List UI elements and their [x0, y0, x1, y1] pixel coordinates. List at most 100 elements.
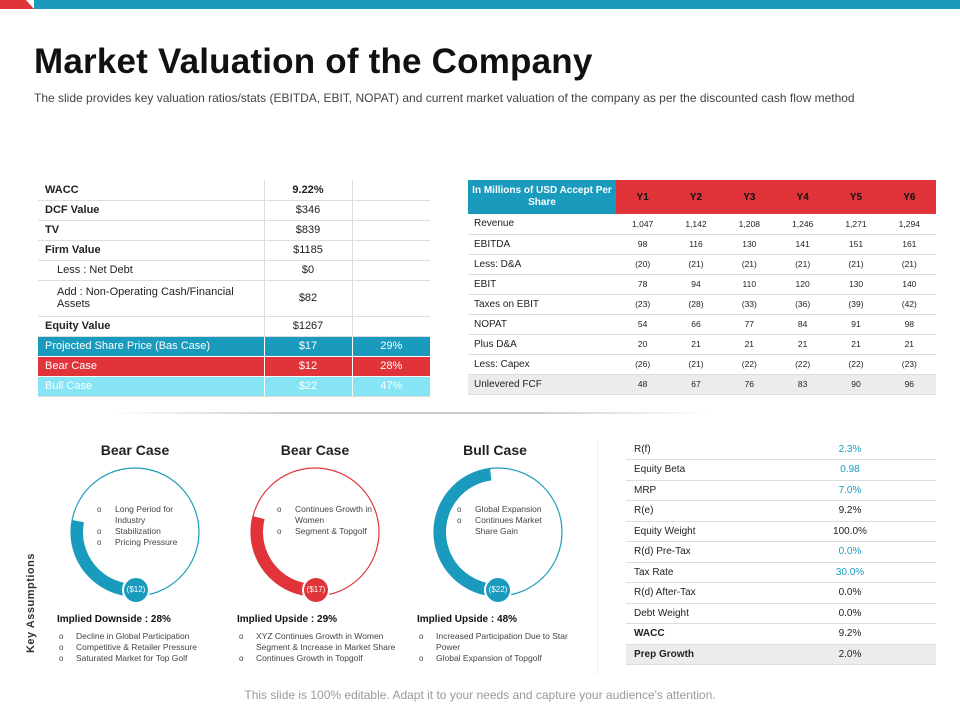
case-title-bear-2: Bear Case	[280, 442, 350, 458]
table-row: Add : Non-Operating Cash/Financial Asset…	[38, 280, 430, 317]
cell-value: 98	[616, 234, 670, 255]
cell-value: (33)	[722, 294, 776, 315]
cell-value: (22)	[829, 354, 883, 375]
cell-value: 96	[882, 374, 936, 395]
stat-value: 7.0%	[764, 480, 936, 501]
cell-value: 130	[722, 234, 776, 255]
row-label: Bull Case	[38, 376, 264, 397]
row-value: 9.22%	[263, 180, 352, 201]
implied-value: Implied Upside : 48%	[417, 614, 518, 625]
cell-value: (42)	[882, 294, 936, 315]
case-bullets: Long Period for Industry Stabilization P…	[95, 504, 195, 548]
year-header: Y3	[722, 180, 776, 214]
cell-value: 83	[775, 374, 830, 395]
cell-value: (21)	[722, 254, 776, 275]
cost-of-capital-table: R(f) 2.3% Equity Beta 0.98 MRP 7.0% R(e) 9.2% Eq…	[626, 439, 936, 665]
vertical-divider	[597, 440, 598, 675]
table-row: NOPAT 54 66 77 84 91 98	[468, 314, 936, 335]
stat-label: Equity Weight	[626, 521, 764, 542]
table-row: Prep Growth 2.0%	[626, 644, 936, 665]
row-percent: 29%	[351, 336, 430, 357]
stat-value: 2.0%	[764, 644, 936, 665]
table-row: Revenue 1,047 1,142 1,208 1,246 1,271 1,294	[468, 214, 936, 235]
stat-label: Equity Beta	[626, 459, 764, 481]
case-row-base: Projected Share Price (Bas Case) $17 29%	[38, 336, 430, 357]
section-divider	[110, 412, 710, 414]
list-item: Long Period for Industry	[95, 504, 195, 526]
table-row: Less: Capex (26) (21) (22) (22) (22) (23)	[468, 354, 936, 375]
table-row: Firm Value $1185	[38, 240, 430, 261]
row-label: Add : Non-Operating Cash/Financial Asset…	[38, 280, 264, 317]
year-header: Y2	[669, 180, 723, 214]
row-label: EBIT	[468, 274, 616, 295]
cell-value: (20)	[616, 254, 670, 275]
table-row: Debt Weight 0.0%	[626, 603, 936, 624]
row-label: Unlevered FCF	[468, 374, 616, 395]
table-row: R(d) Pre-Tax 0.0%	[626, 541, 936, 563]
stat-label: R(d) After-Tax	[626, 582, 764, 604]
cell-value: 48	[616, 374, 670, 395]
stat-label: WACC	[626, 623, 764, 645]
implied-points: Decline in Global Participation Competit…	[57, 631, 227, 664]
row-label: Projected Share Price (Bas Case)	[38, 336, 264, 357]
stat-label: Prep Growth	[626, 644, 764, 665]
cell-value: 77	[722, 314, 776, 335]
cell-value: 130	[829, 274, 883, 295]
stat-value: 2.3%	[764, 439, 936, 460]
table-row: DCF Value $346	[38, 200, 430, 221]
cell-value: 67	[669, 374, 723, 395]
table-row: EBIT 78 94 110 120 130 140	[468, 274, 936, 295]
table-row: Unlevered FCF 48 67 76 83 90 96	[468, 374, 936, 395]
case-price-badge: ($22)	[484, 576, 512, 604]
cell-value: (21)	[775, 254, 830, 275]
row-label: Less : Net Debt	[38, 260, 264, 281]
fcf-table: In Millions of USD Accept Per Share Y1 Y…	[468, 180, 936, 395]
stat-value: 0.0%	[764, 603, 936, 624]
row-label: DCF Value	[38, 200, 264, 221]
row-label: TV	[38, 220, 264, 241]
row-label: WACC	[38, 180, 264, 201]
stat-label: R(f)	[626, 439, 764, 460]
row-label: Less: D&A	[468, 254, 616, 275]
row-label: Taxes on EBIT	[468, 294, 616, 315]
cell-value: (39)	[829, 294, 883, 315]
year-header: Y5	[829, 180, 883, 214]
table-row: R(d) After-Tax 0.0%	[626, 582, 936, 604]
case-price-badge: ($17)	[302, 576, 330, 604]
year-header: Y4	[775, 180, 830, 214]
cell-value: 20	[616, 334, 670, 355]
implied-value: Implied Downside : 28%	[57, 614, 171, 625]
cell-value: 1,142	[669, 214, 723, 235]
case-title-bull: Bull Case	[463, 442, 527, 458]
table-row: Equity Weight 100.0%	[626, 521, 936, 542]
cell-value: 1,208	[722, 214, 776, 235]
stat-value: 9.2%	[764, 623, 936, 645]
stat-value: 0.98	[764, 459, 936, 481]
cell-value: 1,271	[829, 214, 883, 235]
row-label: Bear Case	[38, 356, 264, 377]
cell-value: (28)	[669, 294, 723, 315]
table-row: Less : Net Debt $0	[38, 260, 430, 281]
cell-value: 1,246	[775, 214, 830, 235]
list-item: Decline in Global Participation	[57, 631, 227, 642]
stat-label: Tax Rate	[626, 562, 764, 583]
table-row: Equity Beta 0.98	[626, 459, 936, 481]
stat-value: 0.0%	[764, 582, 936, 604]
row-label: Plus D&A	[468, 334, 616, 355]
cell-value: (22)	[775, 354, 830, 375]
list-item: Saturated Market for Top Golf	[57, 653, 227, 664]
list-item: Competitive & Retailer Pressure	[57, 642, 227, 653]
cell-value: 1,047	[616, 214, 670, 235]
list-item: Increased Participation Due to Star Powe…	[417, 631, 577, 653]
cell-value: 90	[829, 374, 883, 395]
list-item: Segment & Topgolf	[275, 526, 375, 537]
stat-label: Debt Weight	[626, 603, 764, 624]
cell-value: 21	[829, 334, 883, 355]
list-item: Continues Market Share Gain	[455, 515, 559, 537]
row-label: Less: Capex	[468, 354, 616, 375]
cell-value: 110	[722, 274, 776, 295]
list-item: Global Expansion	[455, 504, 559, 515]
list-item: Global Expansion of Topgolf	[417, 653, 577, 664]
cell-value: (21)	[829, 254, 883, 275]
row-value: $0	[263, 260, 352, 281]
